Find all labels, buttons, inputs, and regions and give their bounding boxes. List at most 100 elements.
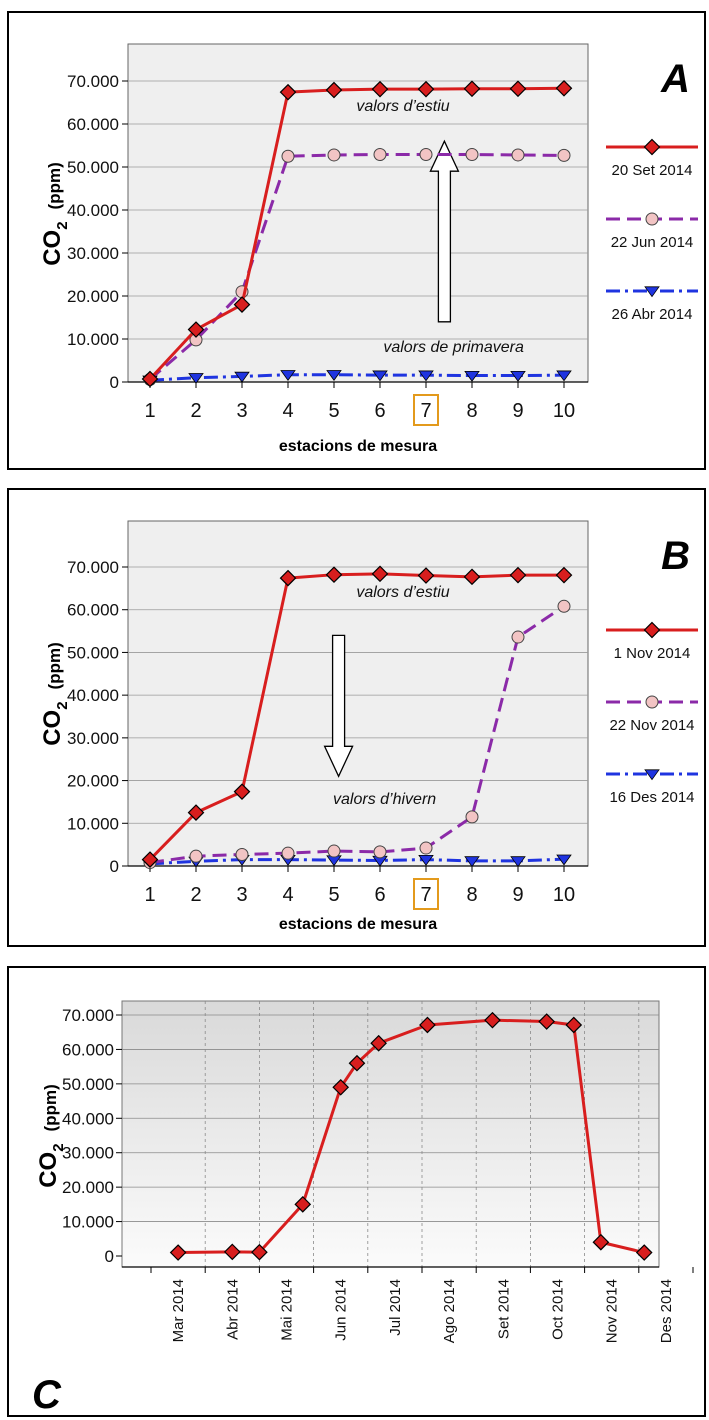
x-tick-label: 5	[328, 400, 339, 422]
panel-a-grid	[128, 80, 588, 340]
x-tick-label: 7	[420, 400, 431, 422]
data-point	[327, 148, 341, 162]
data-point	[417, 567, 435, 584]
legend-label: 20 Set 2014	[612, 162, 693, 179]
annotation-spring-values: valors de primavera	[383, 339, 524, 356]
legend-item: 1 Nov 2014	[606, 621, 698, 662]
data-point	[557, 148, 571, 162]
data-point	[463, 80, 481, 98]
panel-b-y-ticks: 0 10.000 20.000 30.000 40.000 50.000 60.000 70.…	[67, 558, 128, 876]
series-1	[141, 79, 573, 388]
series-line	[149, 605, 565, 865]
data-point	[555, 566, 573, 584]
series-1	[169, 1011, 653, 1261]
series-line	[149, 857, 565, 866]
panel-b-series	[141, 565, 573, 871]
legend-marker	[644, 286, 660, 298]
data-point	[371, 565, 389, 583]
panel-b-legend: 1 Nov 2014 22 Nov 2014 16 Des 2014	[606, 621, 698, 806]
y-tick-label: 20.000	[67, 287, 119, 306]
data-point	[510, 370, 526, 382]
data-point	[511, 630, 525, 644]
data-point	[325, 566, 343, 584]
panel-c-series	[169, 1011, 653, 1261]
x-tick-label: 4	[282, 884, 293, 906]
data-point	[484, 1011, 501, 1029]
y-tick-label: 10.000	[67, 330, 119, 349]
annotation-summer-values: valors d’estiu	[356, 98, 449, 115]
x-tick-label: 9	[512, 884, 523, 906]
data-point	[509, 566, 527, 584]
y-tick-label: 40.000	[67, 201, 119, 220]
y-tick-label: 30.000	[67, 244, 119, 263]
x-tick-label: 2	[190, 400, 201, 422]
panel-b-grid	[128, 566, 588, 824]
panel-a-annotations: valors d’estiu valors de primavera	[356, 98, 524, 356]
data-point	[465, 148, 479, 162]
data-point	[233, 296, 251, 313]
x-tick-label: Mar 2014	[170, 1279, 187, 1342]
series-1	[141, 565, 573, 868]
data-point	[141, 370, 159, 388]
data-point	[419, 841, 433, 855]
legend-item: 22 Nov 2014	[606, 695, 698, 734]
data-point	[141, 851, 159, 868]
data-point	[463, 568, 481, 586]
panel-a-y-ticks: 0 10.000 20.000 30.000 40.000 50.000 60.000 70.…	[67, 72, 128, 392]
data-point	[325, 81, 343, 99]
legend-label: 22 Nov 2014	[609, 717, 694, 734]
panel-c-x-ticks: Mar 2014 Abr 2014 Mai 2014 Jun 2014 Jul 2014…	[122, 1266, 694, 1343]
data-point	[169, 1244, 187, 1261]
data-point	[419, 148, 433, 162]
data-point	[233, 783, 251, 801]
x-tick-label: Mai 2014	[279, 1279, 296, 1341]
x-tick-label: Jun 2014	[333, 1279, 350, 1341]
y-tick-label: 40.000	[62, 1109, 114, 1128]
data-point	[556, 370, 572, 382]
panel-b: 0 10.000 20.000 30.000 40.000 50.000 60.000 70.…	[7, 488, 706, 947]
data-point	[370, 1034, 387, 1052]
x-tick-label: Jul 2014	[387, 1279, 404, 1336]
data-point	[326, 370, 342, 381]
x-tick-label: 6	[374, 884, 385, 906]
data-point	[371, 80, 389, 98]
y-tick-label: 50.000	[67, 643, 119, 662]
legend-item: 16 Des 2014	[606, 769, 698, 806]
data-point	[465, 810, 479, 824]
x-tick-label: 7	[420, 884, 431, 906]
y-tick-label: 50.000	[67, 158, 119, 177]
legend-label: 22 Jun 2014	[611, 234, 694, 251]
y-tick-label: 60.000	[67, 115, 119, 134]
panel-a-letter: A	[660, 57, 690, 101]
panel-a-x-axis-title: estacions de mesura	[279, 438, 437, 455]
data-point	[418, 854, 434, 866]
y-tick-label: 70.000	[67, 72, 119, 91]
legend-item: 20 Set 2014	[606, 138, 698, 179]
legend-item: 22 Jun 2014	[606, 212, 698, 251]
data-point	[234, 371, 250, 383]
data-point	[332, 1078, 350, 1096]
data-point	[187, 321, 205, 338]
x-tick-label: 3	[236, 884, 247, 906]
data-point	[279, 83, 297, 101]
data-point	[188, 373, 204, 384]
data-point	[555, 79, 573, 97]
y-tick-label: 70.000	[67, 558, 119, 577]
x-tick-label: 10	[553, 884, 575, 906]
y-tick-label: 30.000	[62, 1144, 114, 1163]
data-point	[281, 846, 295, 860]
data-point	[557, 599, 571, 613]
panel-c-plot-area	[121, 1000, 660, 1268]
series-3	[142, 370, 572, 387]
data-point	[565, 1016, 583, 1034]
x-tick-label: 1	[144, 884, 155, 906]
data-point	[418, 370, 434, 382]
x-tick-label: 5	[328, 884, 339, 906]
data-point	[348, 1054, 366, 1072]
data-point	[510, 856, 526, 868]
data-point	[511, 148, 525, 162]
x-tick-label: 10	[553, 400, 575, 422]
panel-a-series	[141, 79, 573, 388]
panel-c-grid	[122, 1001, 659, 1267]
annotation-summer-values: valors d’estiu	[356, 584, 449, 601]
